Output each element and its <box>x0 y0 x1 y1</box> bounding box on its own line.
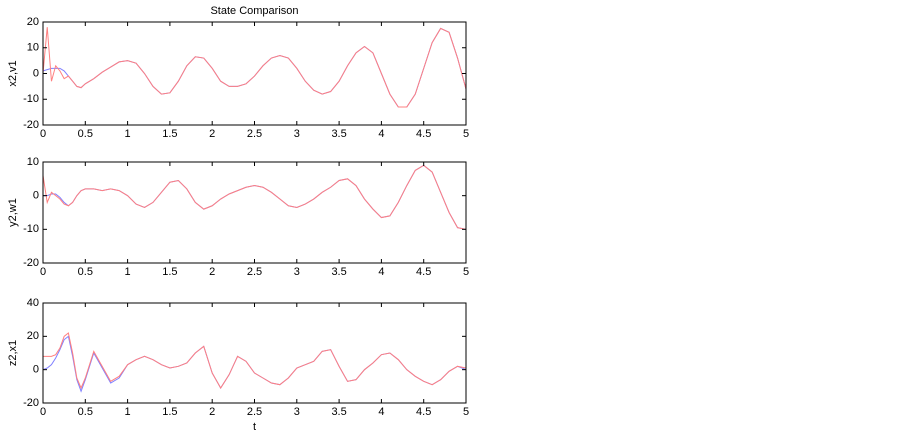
x-tick-label: 2 <box>209 128 215 140</box>
x-tick-label: 2 <box>209 406 215 418</box>
y-tick-label: 20 <box>27 16 39 28</box>
x-tick-label: 1.5 <box>162 266 177 278</box>
x-tick-label: 1.5 <box>162 406 177 418</box>
x-tick-label: 4.5 <box>416 406 431 418</box>
y-tick-label: -20 <box>23 397 39 409</box>
x-tick-label: 2.5 <box>247 128 262 140</box>
x-tick-label: 0 <box>40 128 46 140</box>
y-tick-label: 0 <box>33 364 39 376</box>
y-tick-label: -20 <box>23 119 39 131</box>
x-axis-label: t <box>253 421 256 433</box>
x-tick-label: 3.5 <box>331 128 346 140</box>
x-tick-label: 0.5 <box>78 406 93 418</box>
x-tick-label: 5 <box>463 128 469 140</box>
y-tick-label: 20 <box>27 330 39 342</box>
x-tick-label: 5 <box>463 406 469 418</box>
x-tick-label: 4 <box>378 406 384 418</box>
plot-area <box>43 22 466 125</box>
y-tick-label: 0 <box>33 67 39 79</box>
x-tick-label: 5 <box>463 266 469 278</box>
x-tick-label: 3 <box>294 128 300 140</box>
x-tick-label: 3 <box>294 406 300 418</box>
y-axis-label: x2,v1 <box>7 60 19 86</box>
y-tick-label: -10 <box>23 223 39 235</box>
x-tick-label: 1 <box>125 266 131 278</box>
x-tick-label: 0.5 <box>78 266 93 278</box>
x-tick-label: 2.5 <box>247 406 262 418</box>
x-tick-label: 0 <box>40 406 46 418</box>
x-tick-label: 4 <box>378 266 384 278</box>
x-tick-label: 2.5 <box>247 266 262 278</box>
x-tick-label: 1.5 <box>162 128 177 140</box>
y-axis-label: y2,w1 <box>7 198 19 227</box>
y-tick-label: 0 <box>33 190 39 202</box>
x-tick-label: 0.5 <box>78 128 93 140</box>
series-line <box>43 164 466 230</box>
y-tick-label: -10 <box>23 93 39 105</box>
chart-title: State Comparison <box>210 5 298 17</box>
plot-area <box>43 162 466 263</box>
x-tick-label: 3.5 <box>331 266 346 278</box>
y-tick-label: 10 <box>27 156 39 168</box>
y-tick-label: 10 <box>27 42 39 54</box>
plot-area <box>43 303 466 403</box>
x-tick-label: 4.5 <box>416 128 431 140</box>
x-tick-label: 2 <box>209 266 215 278</box>
y-tick-label: 40 <box>27 297 39 309</box>
x-tick-label: 1 <box>125 128 131 140</box>
y-axis-label: z2,x1 <box>7 340 19 366</box>
series-line <box>43 27 466 108</box>
x-tick-label: 4 <box>378 128 384 140</box>
y-tick-label: -20 <box>23 257 39 269</box>
x-tick-label: 1 <box>125 406 131 418</box>
x-tick-label: 3 <box>294 266 300 278</box>
x-tick-label: 3.5 <box>331 406 346 418</box>
series-line <box>43 332 466 390</box>
x-tick-label: 4.5 <box>416 266 431 278</box>
x-tick-label: 0 <box>40 266 46 278</box>
